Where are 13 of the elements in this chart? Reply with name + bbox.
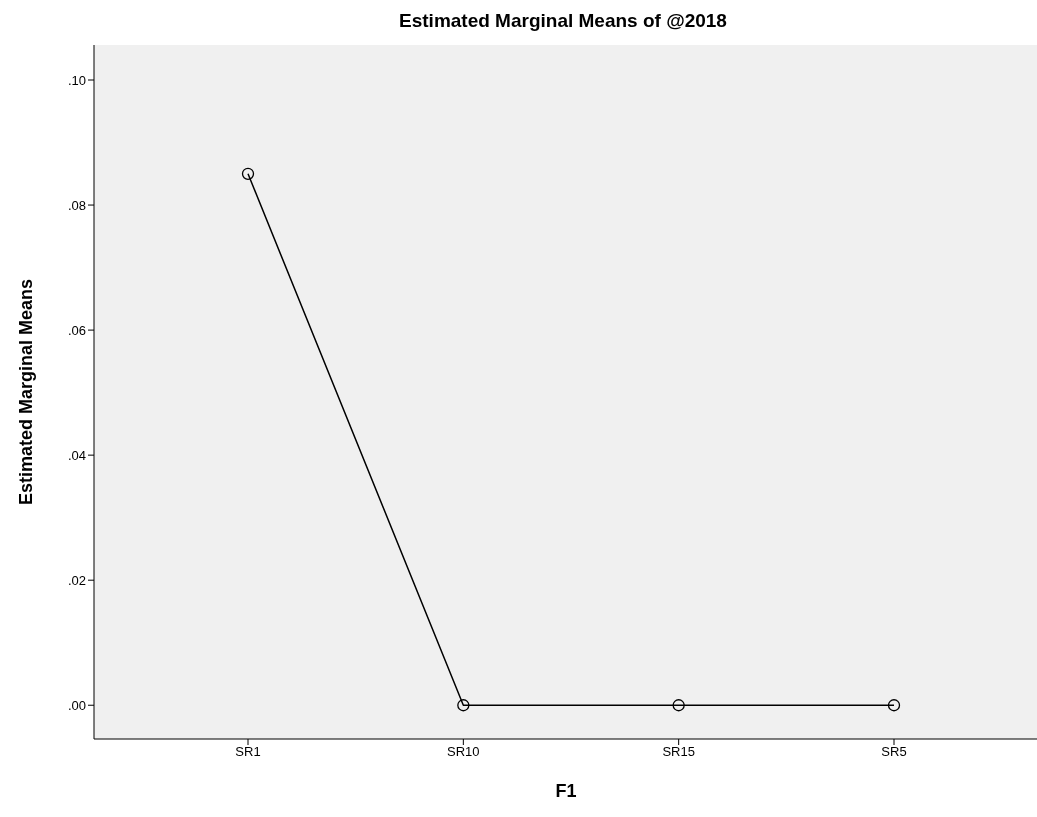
x-tick-label: SR15 — [662, 744, 695, 760]
y-tick-label: .06 — [67, 322, 86, 338]
y-tick-label: .02 — [67, 572, 86, 588]
y-tick-label: .10 — [67, 72, 86, 88]
x-axis-title: F1 — [555, 781, 577, 801]
x-tick-label: SR10 — [447, 744, 480, 760]
y-tick-label: .00 — [67, 697, 86, 713]
x-tick-label: SR1 — [235, 744, 261, 760]
chart-title: Estimated Marginal Means of @2018 — [398, 10, 728, 32]
x-tick-label: SR5 — [881, 744, 907, 760]
y-axis-title: Estimated Marginal Means — [16, 278, 37, 506]
y-tick-label: .04 — [67, 447, 86, 463]
y-tick-label: .08 — [67, 197, 86, 213]
